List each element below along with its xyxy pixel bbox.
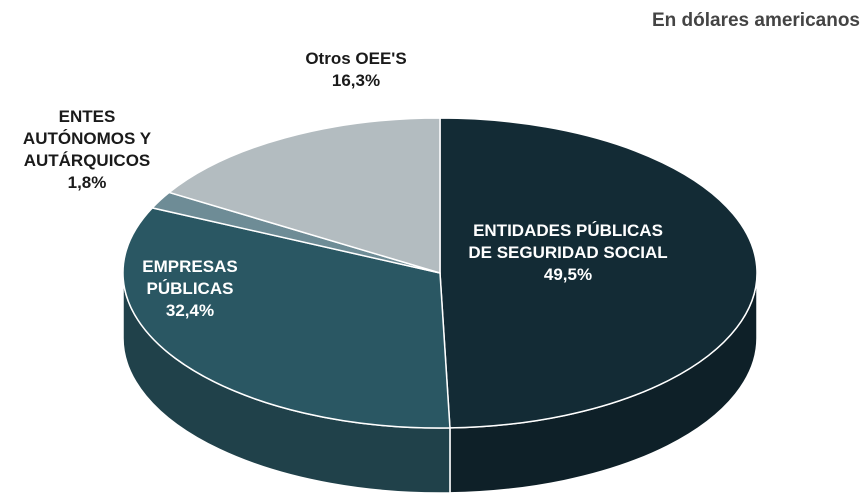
value-label: 32,4%	[165, 301, 215, 320]
slice	[167, 117, 441, 275]
slice-label: EMPRESAS PÚBLICAS 32,4%	[142, 256, 237, 322]
chart-subtitle: En dólares americanos	[651, 10, 860, 31]
pie-tops	[122, 117, 758, 429]
category-label: ENTES AUTÓNOMOS Y AUTÁRQUICOS	[22, 107, 152, 170]
category-label: ENTIDADES PÚBLICAS DE SEGURIDAD SOCIAL	[468, 221, 668, 262]
slice-label: ENTIDADES PÚBLICAS DE SEGURIDAD SOCIAL 49…	[468, 220, 667, 286]
category-label: EMPRESAS PÚBLICAS	[142, 257, 238, 298]
slice-label: ENTES AUTÓNOMOS Y AUTÁRQUICOS 1,8%	[23, 106, 151, 194]
value-label: 1,8%	[67, 173, 107, 192]
slice	[122, 207, 451, 429]
slice-label: Otros OEE'S 16,3%	[305, 48, 406, 92]
value-label: 49,5%	[543, 265, 593, 284]
slice	[439, 117, 758, 429]
category-label: Otros OEE'S	[305, 49, 407, 68]
value-label: 16,3%	[331, 71, 381, 90]
